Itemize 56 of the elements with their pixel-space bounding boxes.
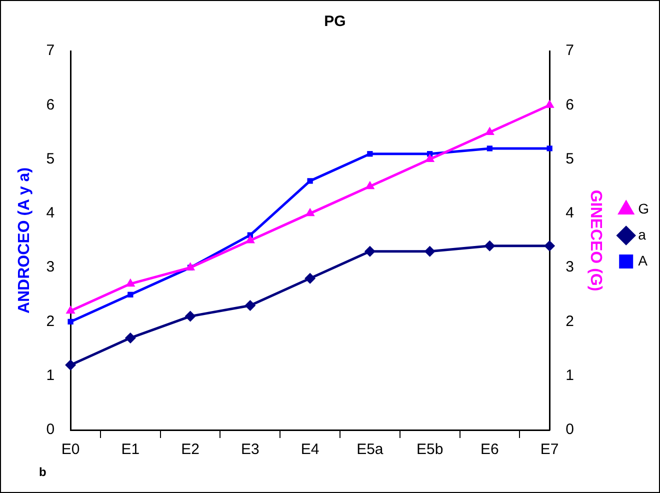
- point: [184, 310, 196, 322]
- point: [424, 246, 436, 257]
- point: [66, 305, 76, 314]
- chart-title: PG: [324, 13, 346, 30]
- point: [186, 262, 196, 270]
- y-tick-label: 1: [46, 367, 55, 384]
- point: [304, 272, 316, 284]
- x-tick-label: E6: [480, 441, 499, 458]
- y2-tick-label: 4: [566, 204, 574, 222]
- y2-tick-label: 6: [566, 96, 574, 114]
- text: b: [39, 465, 46, 479]
- x-tick-label: E3: [240, 441, 260, 458]
- point: [244, 300, 256, 311]
- point: [126, 278, 136, 287]
- point: [367, 151, 373, 157]
- point: [544, 240, 556, 252]
- point: [65, 360, 76, 371]
- x-tick-label: E7: [540, 441, 559, 458]
- point: [245, 235, 255, 244]
- x-tick-label: E4: [300, 441, 320, 458]
- y2-tick-label: 0: [566, 421, 574, 438]
- point: [544, 100, 554, 108]
- y-tick-label: 0: [46, 421, 55, 438]
- y2-tick-label: 3: [566, 258, 574, 276]
- point: [365, 180, 375, 190]
- y-tick-label: 5: [46, 150, 55, 168]
- y2-tick-label: 5: [566, 150, 574, 168]
- y2-axis-title: GINECEO (G): [587, 190, 604, 292]
- x-tick-label: E0: [61, 441, 80, 458]
- legend-label: G: [638, 200, 649, 216]
- point: [546, 146, 552, 152]
- point: [364, 246, 376, 257]
- point: [124, 332, 136, 344]
- x-tick-label: E2: [181, 441, 200, 458]
- point: [484, 240, 496, 252]
- y2-tick-label: 2: [566, 312, 574, 330]
- y-tick-label: 3: [46, 258, 55, 276]
- y-tick-label: 4: [46, 204, 55, 222]
- point: [484, 126, 494, 135]
- point: [307, 178, 313, 184]
- y-axis-title: ANDROCEO (A y a): [16, 167, 34, 314]
- legend-label: A: [638, 252, 648, 268]
- y2-tick-label: 1: [566, 367, 574, 384]
- y-tick-label: 7: [46, 42, 55, 60]
- y-tick-label: 6: [46, 96, 55, 114]
- point: [128, 292, 134, 298]
- point: [68, 318, 74, 325]
- x-tick-label: E5a: [356, 441, 384, 458]
- y2-tick-label: 7: [566, 42, 574, 60]
- point: [486, 146, 493, 152]
- x-tick-label: E1: [121, 441, 140, 458]
- point: [425, 154, 435, 162]
- x-tick-label: E5b: [416, 441, 444, 458]
- point: [305, 208, 315, 216]
- legend-label: a: [638, 226, 646, 242]
- y-tick-label: 2: [46, 312, 55, 330]
